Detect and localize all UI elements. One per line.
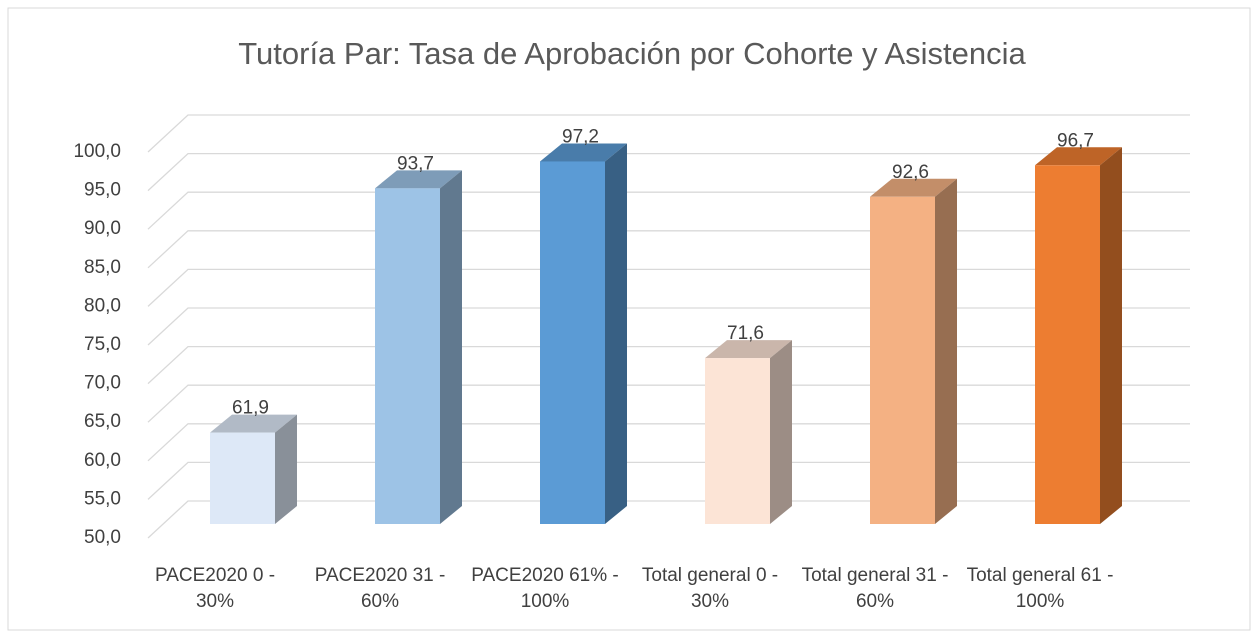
grid-line (147, 461, 1190, 500)
bar-top (375, 170, 462, 189)
x-tick-label: PACE2020 0 - 30% (154, 565, 276, 612)
bar-side (440, 170, 462, 524)
bar (210, 432, 275, 524)
grid-line (147, 345, 1190, 385)
bar-top (1035, 147, 1122, 166)
x-tick-label: Total general 0 - 30% (641, 565, 779, 612)
bar-top (705, 340, 792, 359)
bar (375, 188, 440, 524)
grid-line (147, 307, 1190, 346)
value-label: 61,9 (232, 398, 269, 419)
chart-title: Tutoría Par: Tasa de Aprobación por Coho… (238, 36, 1026, 71)
bar-side (605, 143, 627, 524)
bar-side (935, 178, 957, 525)
grid-line (147, 152, 1190, 192)
value-label: 92,6 (892, 162, 929, 183)
x-tick-label: PACE2020 61% - 100% (471, 565, 619, 612)
y-tick-label: 70,0 (84, 373, 121, 394)
grid-line (147, 191, 1190, 230)
bar (870, 196, 935, 525)
bar (1035, 165, 1100, 524)
y-tick-label: 60,0 (84, 450, 121, 471)
y-tick-label: 100,0 (73, 141, 121, 162)
y-tick-label: 90,0 (84, 218, 121, 239)
bar (705, 358, 770, 524)
bar-side (1100, 147, 1122, 524)
grid-line (147, 423, 1190, 462)
x-tick-label: PACE2020 31 - 60% (314, 565, 446, 612)
value-label: 96,7 (1057, 130, 1094, 151)
bar-side (275, 414, 297, 524)
bar-top (870, 178, 957, 197)
y-tick-label: 80,0 (84, 295, 121, 316)
bar-side (770, 340, 792, 524)
grid-line (147, 268, 1190, 307)
bar-top (540, 143, 627, 162)
value-label: 71,6 (727, 323, 764, 344)
x-tick-label: Total general 31 - 60% (801, 565, 949, 612)
y-tick-label: 75,0 (84, 334, 121, 355)
grid-line (147, 230, 1190, 269)
value-label: 97,2 (562, 126, 599, 147)
y-tick-label: 50,0 (84, 527, 121, 548)
y-tick-label: 65,0 (84, 411, 121, 432)
y-tick-label: 85,0 (84, 257, 121, 278)
value-label: 93,7 (397, 153, 434, 174)
x-tick-label: Total general 61 - 100% (966, 565, 1114, 612)
y-tick-label: 95,0 (84, 180, 121, 201)
grid-line (147, 384, 1190, 423)
bar (540, 161, 605, 524)
grid-line (147, 114, 1190, 153)
grid-line (147, 500, 1190, 539)
bar-top (210, 414, 297, 433)
y-tick-label: 55,0 (84, 488, 121, 509)
